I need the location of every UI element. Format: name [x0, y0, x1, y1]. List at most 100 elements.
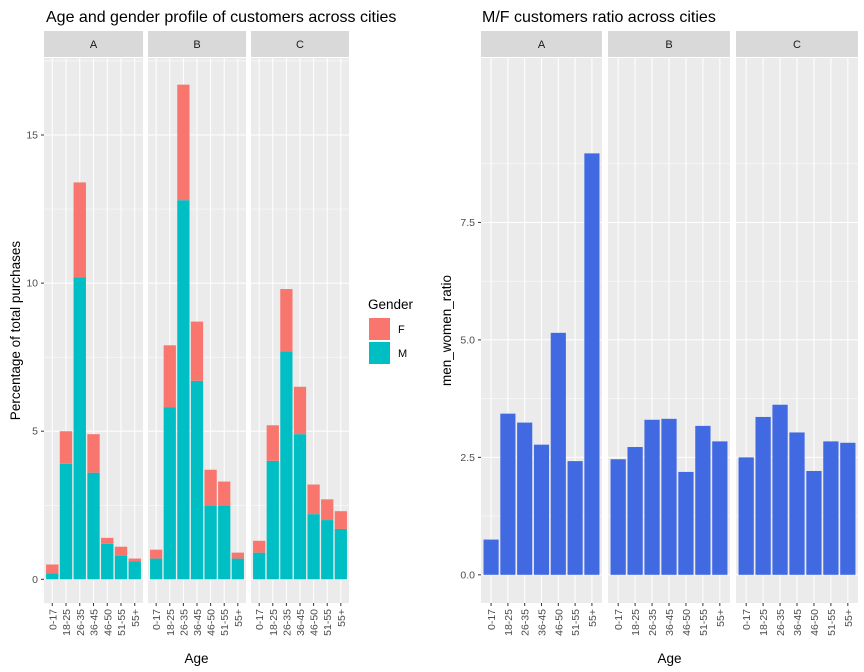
x-tick-label: 36-45 — [89, 609, 101, 636]
bar-36-45 — [533, 444, 550, 575]
bar-f-55+ — [231, 552, 244, 559]
x-tick-label: 36-45 — [664, 609, 676, 636]
facet-panel-b: B0-17 18-25 26-35 36-45 46-50 51-55 55+ — [148, 31, 246, 636]
bar-m-51-55 — [321, 520, 334, 580]
x-axis-title: Age — [657, 651, 681, 666]
x-tick-label: 55+ — [130, 609, 142, 627]
x-tick-label: 55+ — [336, 609, 348, 627]
bar-46-50 — [550, 332, 566, 575]
x-tick-label: 26-35 — [178, 609, 190, 636]
x-tick-label: 18-25 — [630, 609, 642, 636]
x-tick-label: 0-17 — [151, 609, 163, 630]
bar-51-55 — [695, 425, 711, 575]
bar-m-51-55 — [218, 505, 231, 580]
facet-panel-c: C0-17 18-25 26-35 36-45 46-50 51-55 55+ — [736, 31, 858, 636]
x-tick-label: 26-35 — [281, 609, 293, 636]
x-tick-label: 55+ — [587, 609, 599, 627]
bar-f-18-25 — [266, 425, 279, 461]
bar-f-55+ — [334, 511, 347, 529]
facet-panel-a: A 0-17 18-25 26-35 36-45 46-50 51-55 55+ — [481, 31, 602, 636]
x-tick-label: 0-17 — [613, 609, 625, 630]
y-axis-title: Percentage of total purchases — [8, 241, 23, 421]
x-tick-label: 18-25 — [165, 609, 177, 636]
facet-strip — [44, 31, 143, 57]
x-tick-label: 51-55 — [322, 609, 334, 636]
bar-m-36-45 — [190, 380, 204, 580]
x-tick-label: 26-35 — [775, 609, 787, 636]
bar-18-25 — [755, 416, 771, 575]
y-tick-label: 5.0 — [460, 334, 475, 346]
bar-f-51-55 — [218, 481, 231, 506]
x-tick-label: 26-35 — [520, 609, 532, 636]
bar-m-26-35 — [73, 277, 86, 580]
bar-26-35 — [644, 419, 660, 575]
bar-f-36-45 — [87, 434, 100, 473]
bar-m-18-25 — [59, 463, 73, 580]
x-tick-label: 51-55 — [826, 609, 838, 636]
bar-f-0-17 — [253, 540, 266, 553]
x-axis-title: Age — [184, 651, 208, 666]
bar-f-26-35 — [280, 289, 293, 352]
x-tick-label: 0-17 — [47, 609, 59, 630]
x-tick-label: 36-45 — [192, 609, 204, 636]
bar-f-26-35 — [73, 182, 86, 278]
bar-f-36-45 — [190, 321, 204, 381]
bar-m-26-35 — [280, 351, 293, 580]
facet-panel-b: B0-17 18-25 26-35 36-45 46-50 51-55 55+ — [608, 31, 730, 636]
facet-strip — [481, 31, 602, 57]
bar-f-18-25 — [59, 431, 73, 464]
bar-26-35 — [517, 422, 533, 575]
x-tick-label: 46-50 — [102, 609, 114, 636]
bar-0-17 — [738, 457, 754, 575]
bar-36-45 — [789, 432, 805, 575]
bar-f-0-17 — [150, 549, 163, 559]
x-tick-label: 18-25 — [268, 609, 280, 636]
bar-26-35 — [772, 404, 788, 575]
bar-f-46-50 — [101, 537, 114, 544]
x-tick-label: 51-55 — [116, 609, 128, 636]
x-tick-label: 36-45 — [537, 609, 549, 636]
bar-m-36-45 — [87, 472, 100, 580]
bar-m-36-45 — [293, 434, 307, 580]
bar-m-55+ — [334, 528, 347, 580]
bar-m-51-55 — [114, 555, 128, 580]
bar-m-46-50 — [307, 514, 320, 580]
x-tick-label: 51-55 — [219, 609, 231, 636]
bar-51-55 — [567, 461, 583, 575]
bar-f-46-50 — [204, 469, 217, 506]
chart-title: Age and gender profile of customers acro… — [46, 9, 396, 26]
y-tick-label: 0.0 — [460, 569, 475, 581]
y-tick-label: 5 — [32, 426, 38, 438]
y-tick-label: 10 — [26, 278, 38, 290]
facet-strip — [608, 31, 730, 57]
bar-18-25 — [627, 447, 643, 575]
bar-m-18-25 — [266, 460, 279, 580]
bar-0-17 — [610, 459, 626, 575]
x-tick-label: 36-45 — [295, 609, 307, 636]
bar-18-25 — [500, 413, 516, 575]
bar-51-55 — [823, 441, 839, 575]
bar-f-51-55 — [114, 546, 128, 556]
bar-m-55+ — [128, 561, 141, 580]
facet-strip — [736, 31, 858, 57]
y-tick-label: 2.5 — [460, 452, 475, 464]
bar-55+ — [712, 441, 728, 575]
bar-m-0-17 — [253, 552, 266, 580]
bar-f-46-50 — [307, 484, 320, 515]
bar-46-50 — [678, 471, 694, 575]
x-tick-label: 55+ — [715, 609, 727, 627]
y-axis-title: men_women_ratio — [439, 275, 454, 386]
bar-f-0-17 — [46, 564, 59, 574]
ratio-chart: M/F customers ratio across cities men_wom… — [439, 9, 858, 666]
x-tick-label: 18-25 — [758, 609, 770, 636]
facet-strip-label: C — [793, 39, 801, 51]
x-tick-label: 55+ — [843, 609, 855, 627]
facet-panel-c: C0-17 18-25 26-35 36-45 46-50 51-55 55+ — [251, 31, 349, 636]
bar-f-26-35 — [177, 84, 190, 201]
facet-strip-label: A — [538, 39, 546, 51]
x-tick-label: 18-25 — [61, 609, 73, 636]
legend: Gender FM — [368, 297, 414, 364]
legend-title: Gender — [368, 297, 414, 312]
